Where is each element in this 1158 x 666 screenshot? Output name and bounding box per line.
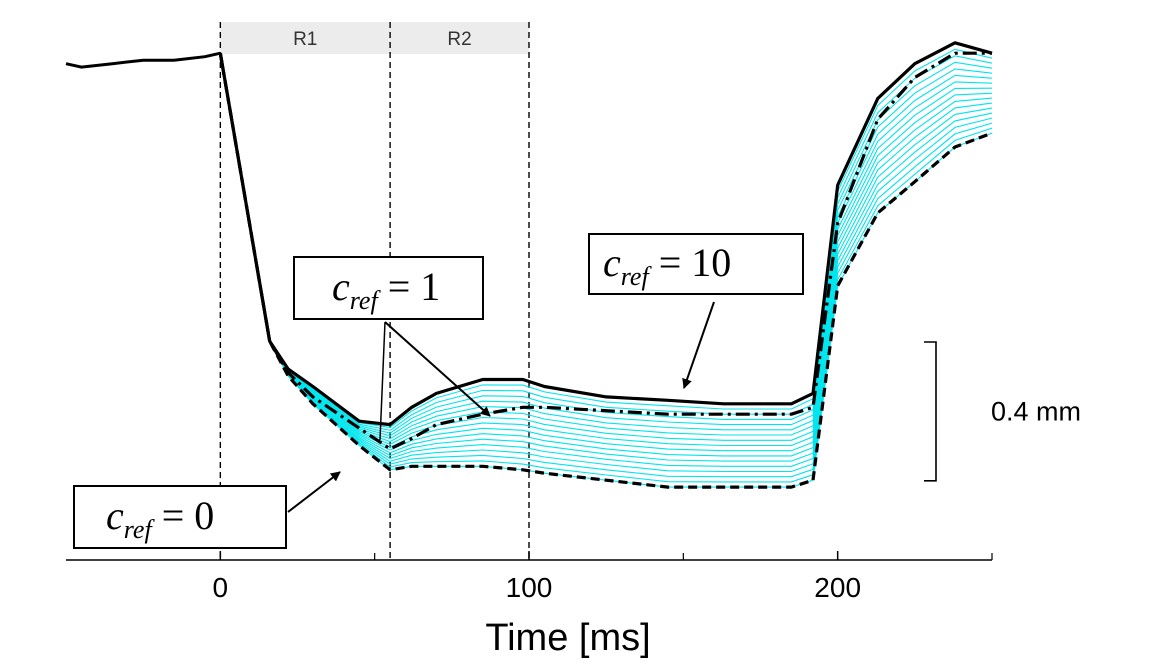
annotation-c0: cref = 0 xyxy=(73,485,287,549)
intermediate-curve-17 xyxy=(219,53,993,488)
arrow-c1-main xyxy=(384,321,491,417)
arrow-c0 xyxy=(287,471,341,513)
intermediate-curve-16 xyxy=(219,53,993,483)
x-tick-label-2: 100 xyxy=(506,572,553,603)
scale-bar-bracket xyxy=(924,341,937,482)
annotation-c0-sub: ref xyxy=(124,515,156,544)
annotation-c10: cref = 10 xyxy=(588,233,804,295)
intermediate-curve-3 xyxy=(219,53,993,431)
svg-text:cref = 0: cref = 0 xyxy=(106,493,214,544)
annotation-c10-sub: ref xyxy=(621,262,653,291)
annotation-c0-var: c xyxy=(106,493,124,538)
annotation-c1-eq: = xyxy=(378,264,421,309)
intermediate-curve-14 xyxy=(219,53,993,473)
curve-group xyxy=(65,41,993,489)
region-band-1 xyxy=(220,22,391,54)
x-axis: 0 100 200 xyxy=(66,551,993,603)
annotation-c0-value: 0 xyxy=(194,493,214,538)
pre-stimulus-line xyxy=(65,51,221,69)
svg-text:cref = 10: cref = 10 xyxy=(603,240,731,291)
intermediate-curve-11 xyxy=(219,53,993,457)
annotation-c1: cref = 1 xyxy=(293,256,484,320)
annotation-box-c10 xyxy=(588,233,804,295)
series-c-ref-1 xyxy=(218,51,992,451)
region-bands: R1 R2 xyxy=(220,22,529,54)
x-axis-label: Time [ms] xyxy=(485,617,650,659)
arrow-c1-secondary xyxy=(379,321,386,441)
intermediate-curve-12 xyxy=(219,53,993,462)
intermediate-curve-15 xyxy=(219,53,993,478)
intermediate-curve-6 xyxy=(219,53,993,440)
annotation-c10-var: c xyxy=(603,240,621,285)
svg-text:cref = 1: cref = 1 xyxy=(332,264,440,315)
series-c-ref-10 xyxy=(218,41,993,427)
annotation-c10-value: 10 xyxy=(691,240,731,285)
annotation-box-c1 xyxy=(293,256,484,320)
scale-bar-label: 0.4 mm xyxy=(991,396,1081,426)
region-label-2: R2 xyxy=(447,29,471,50)
annotation-c10-eq: = xyxy=(649,240,692,285)
scale-bar: 0.4 mm xyxy=(924,341,1081,482)
intermediate-curve-4 xyxy=(219,53,993,434)
annotation-arrows xyxy=(287,301,715,513)
annotation-c1-value: 1 xyxy=(420,264,440,309)
x-tick-label-3: 200 xyxy=(814,572,861,603)
region-label-1: R1 xyxy=(293,29,317,50)
annotation-c1-sub: ref xyxy=(350,286,382,315)
annotation-c1-var: c xyxy=(332,264,350,309)
annotation-c0-eq: = xyxy=(152,493,195,538)
intermediate-curve-13 xyxy=(219,53,993,467)
arrow-c10 xyxy=(682,301,715,389)
x-tick-label-1: 0 xyxy=(213,572,229,603)
region-band-2 xyxy=(390,22,529,54)
annotation-box-c0 xyxy=(73,485,287,549)
